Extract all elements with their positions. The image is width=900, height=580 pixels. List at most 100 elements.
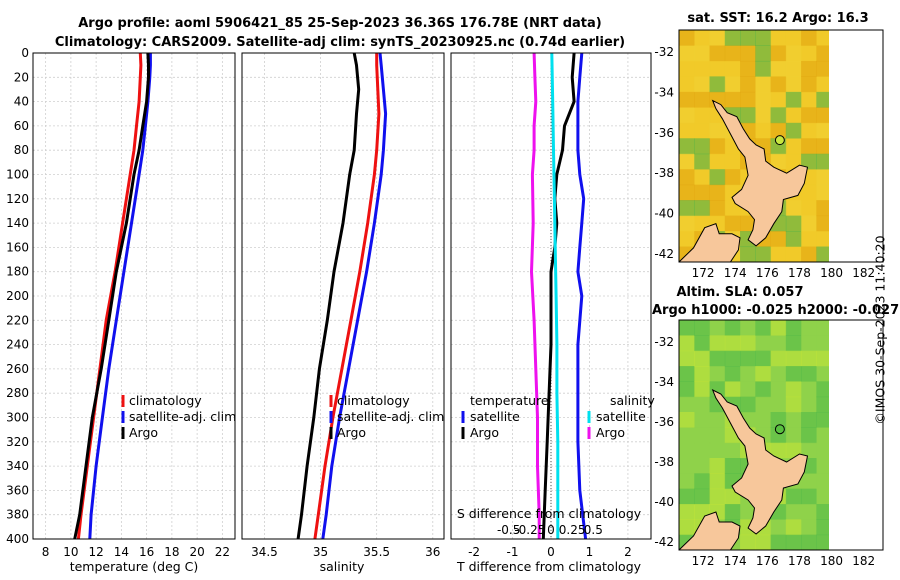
- temperature-legend: climatology satellite-adj. clim Argo: [121, 393, 236, 440]
- map-cell: [740, 30, 756, 46]
- map-cell: [770, 534, 787, 550]
- lat-tick-label: -36: [654, 415, 674, 429]
- legend-header-salinity: salinity: [610, 393, 655, 408]
- map-cell: [816, 519, 829, 536]
- s-tick-label: 0.25: [559, 523, 586, 537]
- series-line-argo: [296, 53, 361, 539]
- map-cell: [709, 473, 726, 490]
- map-cell: [785, 534, 802, 550]
- sst-map-title: sat. SST: 16.2 Argo: 16.3: [687, 11, 868, 26]
- y-tick-label: 300: [6, 411, 29, 425]
- map-cell: [740, 381, 756, 398]
- figure-title-line2: Climatology: CARS2009. Satellite-adj cli…: [55, 35, 625, 50]
- map-cell: [724, 381, 741, 398]
- map-cell: [694, 200, 711, 217]
- map-cell: [785, 442, 802, 459]
- map-cell: [785, 30, 802, 46]
- map-cell: [816, 488, 829, 505]
- argo-position-marker: [774, 424, 785, 435]
- temperature-panel: 0 20 40 60 80 100 120 140 160 180 200 220 240 260 280 3…: [6, 46, 236, 574]
- map-cell: [801, 473, 817, 490]
- map-cell: [816, 427, 829, 444]
- sla-map-subtitle: Argo h1000: -0.025 h2000: -0.027: [652, 303, 899, 318]
- map-cell: [740, 504, 756, 520]
- map-cell: [816, 138, 829, 155]
- map-cell: [755, 320, 772, 336]
- map-cell: [785, 366, 802, 382]
- temperature-series: [73, 53, 152, 539]
- map-cell: [785, 335, 802, 352]
- map-cell: [801, 231, 817, 248]
- y-tick-label: 40: [14, 95, 29, 109]
- map-cell: [785, 91, 802, 108]
- map-cell: [785, 504, 802, 520]
- map-cell: [709, 427, 726, 444]
- x-tick-label: 10: [63, 545, 78, 559]
- map-cell: [724, 335, 741, 352]
- x-tick-label: -1: [507, 545, 519, 559]
- x-tick-label: 14: [114, 545, 129, 559]
- lon-tick-label: 172: [692, 554, 715, 568]
- argo-position-marker: [774, 135, 785, 146]
- map-cell: [755, 76, 772, 93]
- y-tick-label: 380: [6, 508, 29, 522]
- map-cell: [724, 76, 741, 93]
- map-cell: [724, 91, 741, 108]
- map-cell: [755, 246, 772, 262]
- map-cell: [694, 335, 711, 352]
- x-tick-label: 35.5: [363, 545, 390, 559]
- x-tick-label: 18: [164, 545, 179, 559]
- lon-tick-label: 180: [820, 554, 843, 568]
- map-cell: [801, 184, 817, 201]
- map-cell: [679, 504, 695, 520]
- salinity-difference-axis-label: S difference from climatology: [457, 506, 642, 521]
- lon-tick-label: 180: [820, 266, 843, 280]
- map-cell: [740, 60, 756, 77]
- map-cell: [679, 458, 695, 474]
- lon-tick-label: 178: [788, 266, 811, 280]
- map-cell: [709, 153, 726, 170]
- y-tick-label: 160: [6, 240, 29, 254]
- map-cell: [785, 60, 802, 77]
- map-cell: [801, 519, 817, 536]
- map-cell: [816, 320, 829, 336]
- sst-map-panel: sat. SST: 16.2 Argo: 16.3 -32 -34 -36 -38 -4…: [654, 11, 884, 280]
- sst-map-frame: [678, 29, 884, 263]
- map-cell: [801, 442, 817, 459]
- sla-map-field: [679, 320, 829, 550]
- map-cell: [770, 412, 787, 428]
- lon-tick-label: 174: [724, 266, 747, 280]
- map-cell: [755, 60, 772, 77]
- map-cell: [770, 246, 787, 262]
- sla-map-frame: [678, 319, 884, 551]
- y-tick-label: 260: [6, 362, 29, 376]
- figure-title-line1: Argo profile: aoml 5906421_85 25-Sep-202…: [78, 16, 602, 31]
- map-cell: [755, 45, 772, 62]
- map-cell: [785, 200, 802, 217]
- map-cell: [679, 200, 695, 217]
- map-cell: [816, 91, 829, 108]
- lon-tick-label: 176: [756, 554, 779, 568]
- map-cell: [679, 381, 695, 398]
- map-cell: [709, 76, 726, 93]
- lat-tick-label: -42: [654, 535, 674, 549]
- map-island: [878, 42, 880, 44]
- map-cell: [679, 519, 695, 536]
- x-tick-label: 22: [215, 545, 230, 559]
- map-cell: [801, 91, 817, 108]
- map-cell: [770, 45, 787, 62]
- map-cell: [724, 350, 741, 367]
- salinity-axis-label: salinity: [320, 559, 365, 574]
- map-cell: [709, 138, 726, 155]
- map-cell: [679, 320, 695, 336]
- map-cell: [709, 60, 726, 77]
- map-cell: [724, 215, 741, 232]
- sst-map-lat-labels: -32 -34 -36 -38 -40 -42: [654, 45, 674, 261]
- map-cell: [755, 396, 772, 413]
- map-cell: [709, 184, 726, 201]
- map-cell: [709, 488, 726, 505]
- map-cell: [709, 458, 726, 474]
- map-cell: [740, 534, 756, 550]
- map-cell: [801, 30, 817, 46]
